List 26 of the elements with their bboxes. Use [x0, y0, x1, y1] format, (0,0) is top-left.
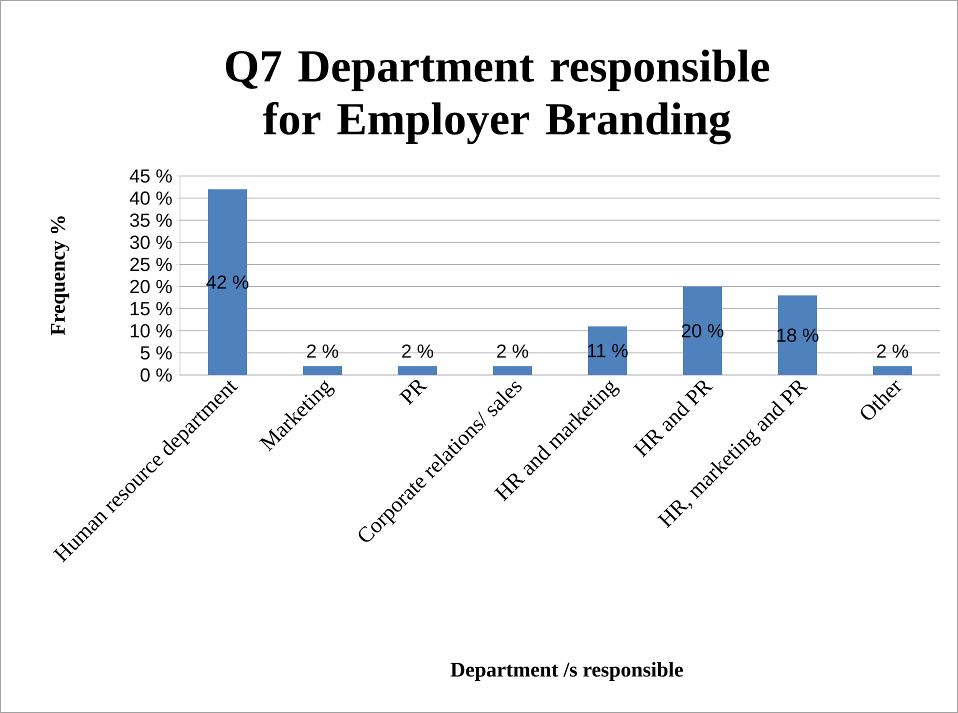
- x-tick-label: PR: [398, 380, 428, 406]
- bar: [493, 366, 532, 375]
- data-label: 2 %: [497, 344, 528, 358]
- y-axis-title: Frequency %: [50, 216, 70, 336]
- chart-title: Q7 Department responsible for Employer Branding: [226, 50, 770, 144]
- y-tick-label: 30 %: [130, 236, 172, 250]
- y-tick-label: 15 %: [130, 302, 172, 316]
- bar: [208, 189, 248, 375]
- y-tick-label: 5 %: [140, 346, 172, 360]
- y-tick-label: 40 %: [130, 191, 172, 205]
- bar: [683, 286, 722, 375]
- data-label: 2 %: [877, 344, 908, 358]
- data-label: 2 %: [402, 344, 434, 358]
- y-tick-label: 35 %: [130, 214, 172, 227]
- x-axis-title: Department /s responsible: [450, 662, 683, 681]
- y-tick-label: 10 %: [130, 324, 172, 338]
- bar: [873, 366, 912, 375]
- bar: [303, 366, 342, 375]
- data-label: 2 %: [307, 344, 338, 358]
- y-tick-label: 45 %: [130, 169, 172, 183]
- y-tick-label: 20 %: [130, 280, 172, 294]
- x-tick-label: HR and PR: [632, 380, 714, 458]
- y-tick-label: 25 %: [130, 258, 172, 272]
- y-tick-label: 0 %: [140, 368, 172, 382]
- bar: [588, 326, 628, 375]
- bar: [398, 366, 438, 375]
